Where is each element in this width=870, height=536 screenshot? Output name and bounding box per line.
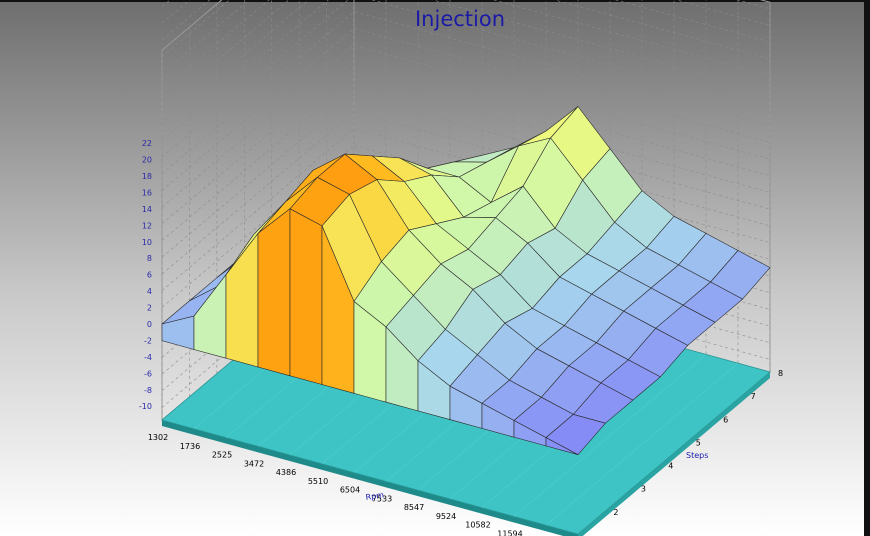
floor-edge-front: [162, 420, 578, 536]
surface-skirt: [289, 208, 323, 385]
x-tick-label: 5510: [308, 477, 328, 486]
x-tick-label: 1736: [180, 442, 200, 451]
y-tick-label: 10: [142, 238, 152, 247]
z-tick-label: 5: [696, 438, 701, 447]
y-tick-label: -10: [139, 402, 152, 411]
z-tick-label: 6: [723, 415, 728, 424]
x-tick-label: 3472: [244, 459, 264, 468]
y-tick-label: -6: [144, 369, 152, 378]
surface-mesh: [161, 106, 771, 456]
z-axis-label: Steps: [686, 451, 708, 460]
floor-gridline: [513, 354, 707, 517]
y-axis-ticks: -10 -8 -6 -4 -2 0 2 4 6 8 10 12 14 16 18 20 22: [139, 139, 152, 411]
z-tick-label: 8: [778, 369, 783, 378]
z-tick-label: 4: [668, 462, 673, 471]
x-tick-label: 11594: [497, 530, 522, 536]
x-tick-label: 7533: [372, 494, 392, 503]
y-tick-label: -8: [144, 386, 152, 395]
x-tick-label: 8547: [404, 503, 424, 512]
x-tick-label: 4386: [276, 468, 296, 477]
z-tick-label: 2: [613, 508, 618, 517]
y-tick-label: 4: [147, 287, 152, 296]
z-tick-label: 7: [751, 392, 756, 401]
window-border-right: [864, 0, 870, 536]
window-border-top: [0, 0, 870, 2]
y-tick-label: 14: [142, 205, 152, 214]
y-tick-label: 20: [142, 156, 152, 165]
chart-title: Injection: [415, 7, 505, 31]
y-tick-label: 6: [147, 271, 152, 280]
y-tick-label: -2: [144, 336, 152, 345]
y-tick-label: 8: [147, 254, 152, 263]
z-tick-label: 3: [641, 485, 646, 494]
y-tick-label: 18: [142, 172, 152, 181]
y-tick-label: 22: [142, 139, 152, 148]
z-axis-ticks: 2 3 4 5 6 7 8: [613, 369, 783, 517]
x-tick-label: 1302: [148, 433, 168, 442]
x-tick-label: 10582: [465, 521, 490, 530]
x-tick-label: 2525: [212, 451, 232, 460]
y-tick-label: 0: [147, 320, 152, 329]
x-axis-label: Rpm: [365, 490, 385, 502]
floor-gridline: [545, 363, 739, 526]
surface-skirt: [257, 208, 291, 377]
y-tick-label: 2: [147, 304, 152, 313]
x-tick-label: 6504: [340, 486, 360, 495]
surface-skirt: [545, 437, 579, 455]
y-tick-label: -4: [144, 353, 152, 362]
y-tick-label: 16: [142, 188, 152, 197]
x-tick-label: 9524: [436, 512, 456, 521]
x-axis-ticks: 1302 1736 2525 3472 4386 5510 6504 7533 8547 9524…: [148, 433, 523, 536]
y-tick-label: 12: [142, 221, 152, 230]
